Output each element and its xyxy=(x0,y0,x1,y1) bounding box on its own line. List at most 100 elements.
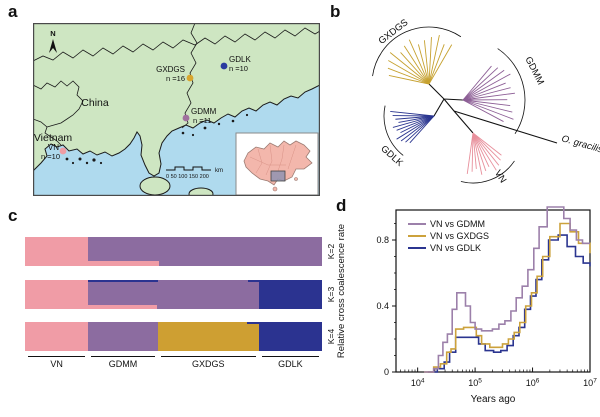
admixture-segment xyxy=(247,322,259,325)
tree-ray-gdmm xyxy=(462,99,511,107)
site-n-label-gdlk: n =10 xyxy=(229,64,248,73)
tree-trunk xyxy=(428,83,558,144)
admixture-segment xyxy=(25,237,89,266)
tree-ray-vn xyxy=(472,132,477,169)
population-underline-gdmm xyxy=(91,356,155,357)
x-tick-label: 106 xyxy=(526,378,540,389)
admixture-segment xyxy=(88,280,158,283)
tree-ray-gxdgs xyxy=(428,44,453,85)
y-tick-label: 0.4 xyxy=(376,301,389,311)
country-label-vietnam: Vietnam xyxy=(34,132,73,144)
chart-plot-box xyxy=(395,209,591,373)
inset-province-lines xyxy=(249,144,297,176)
map-frame xyxy=(33,23,320,196)
site-label-gdmm: GDMM xyxy=(191,107,217,116)
tree-arc-gdmm xyxy=(497,48,526,134)
panel-label-c: c xyxy=(8,206,18,225)
tree-ray-gdmm xyxy=(462,99,513,113)
tree-ray-gxdgs xyxy=(400,52,430,85)
site-dot-gdlk xyxy=(220,62,228,70)
tree-ray-gxdgs xyxy=(403,45,430,85)
panel-label-a: a xyxy=(8,2,18,21)
tree-ray-gdlk xyxy=(398,115,435,123)
site-dot-vn xyxy=(59,147,67,155)
outgroup-label: O. gracilis xyxy=(560,133,600,155)
north-arrow-icon xyxy=(49,39,57,53)
admixture-segment xyxy=(248,280,259,283)
admixture-segment xyxy=(88,280,259,309)
tree-ray-vn xyxy=(472,132,490,167)
tree-ray-gxdgs xyxy=(428,37,432,85)
tree-ray-gxdgs xyxy=(388,75,430,85)
tree-ray-gdlk xyxy=(405,115,435,143)
tree-ray-vn xyxy=(472,132,501,161)
x-tick-label: 107 xyxy=(583,378,597,389)
coalescence-chart: 0 0.4 0.8 104 105 106 107 Years ago Relative cro… xyxy=(336,206,597,405)
tree-ray-gdlk xyxy=(395,115,435,120)
population-label-gxdgs: GXDGS xyxy=(191,359,225,369)
clade-label-gdlk: GDLK xyxy=(378,143,405,169)
site-dot-gxdgs xyxy=(186,74,194,82)
tree-ray-gdmm xyxy=(462,69,505,101)
population-label-gdlk: GDLK xyxy=(278,359,303,369)
tree-ray-vn xyxy=(471,132,474,172)
tree-ray-gdmm xyxy=(462,92,515,101)
scale-bar: 0 50 100 150 200 km xyxy=(166,166,223,180)
series-vn-vs-gdmm xyxy=(424,206,590,373)
tree-ray-gxdgs xyxy=(428,34,440,85)
site-label-gxdgs: GXDGS xyxy=(156,65,185,74)
tree-ray-vn xyxy=(472,132,500,166)
site-label-vn: VN xyxy=(48,143,59,152)
inset-highlight-box xyxy=(270,170,286,182)
tree-ray-gdmm xyxy=(462,82,506,101)
admixture-segment xyxy=(258,322,322,351)
admixture-segment xyxy=(25,280,89,309)
tree-ray-gdlk xyxy=(409,115,435,144)
tree-ray-gdmm xyxy=(462,87,511,101)
site-label-gdlk: GDLK xyxy=(229,55,251,64)
tree-ray-gdlk xyxy=(400,115,435,134)
site-n-label-vn: n =10 xyxy=(41,152,60,161)
tree-ray-gxdgs xyxy=(387,67,430,85)
admixture-segment xyxy=(258,280,322,309)
map-islands xyxy=(65,113,249,165)
tree-ray-gxdgs xyxy=(389,52,430,85)
site-dot-gdmm xyxy=(182,114,190,122)
map-island-south xyxy=(188,187,214,196)
admixture-segment xyxy=(157,322,259,351)
tree-ray-gxdgs xyxy=(388,60,430,85)
tree-ray-vn xyxy=(466,132,474,175)
population-underline-gdlk xyxy=(261,356,319,357)
tree-fans xyxy=(387,34,515,175)
north-arrow: N xyxy=(49,29,57,53)
map-coastline xyxy=(33,84,320,177)
series-vn-vs-gdlk xyxy=(427,234,591,373)
country-label-china: China xyxy=(81,97,109,109)
tree-arc-vn xyxy=(460,160,515,184)
x-tick-label: 104 xyxy=(411,378,425,389)
tree-ray-gdlk xyxy=(396,115,435,131)
legend-label: VN vs GDLK xyxy=(430,243,481,253)
tree-ray-gdmm xyxy=(462,65,492,101)
admixture-row-k=3 xyxy=(25,280,322,309)
panel-label-b: b xyxy=(330,2,341,21)
tree-ray-gdlk xyxy=(400,115,435,142)
tree-ray-gdmm xyxy=(462,99,514,120)
tree-ray-vn xyxy=(472,132,487,172)
population-label-vn: VN xyxy=(50,359,63,369)
admixture-panel: K=2 K=3 K=4 VN GDMM GXDGS GDLK xyxy=(25,237,355,372)
tree-ray-gxdgs xyxy=(423,40,430,85)
tree-panel: GXDGS GDMM GDLK VN O. gracilis xyxy=(372,17,600,185)
y-tick-label: 0.8 xyxy=(376,235,389,245)
y-tick-label: 0 xyxy=(384,367,389,377)
x-axis-label: Years ago xyxy=(471,394,516,405)
legend-label: VN vs GXDGS xyxy=(430,231,489,241)
tree-ray-vn xyxy=(472,132,483,175)
site-n-label-gdmm: n =11 xyxy=(193,116,211,125)
admixture-segment xyxy=(88,322,158,351)
tree-ray-gdlk xyxy=(392,115,435,128)
tree-ray-gxdgs xyxy=(408,39,430,85)
population-underline-vn xyxy=(28,356,86,357)
clade-label-gdmm: GDMM xyxy=(522,55,545,87)
